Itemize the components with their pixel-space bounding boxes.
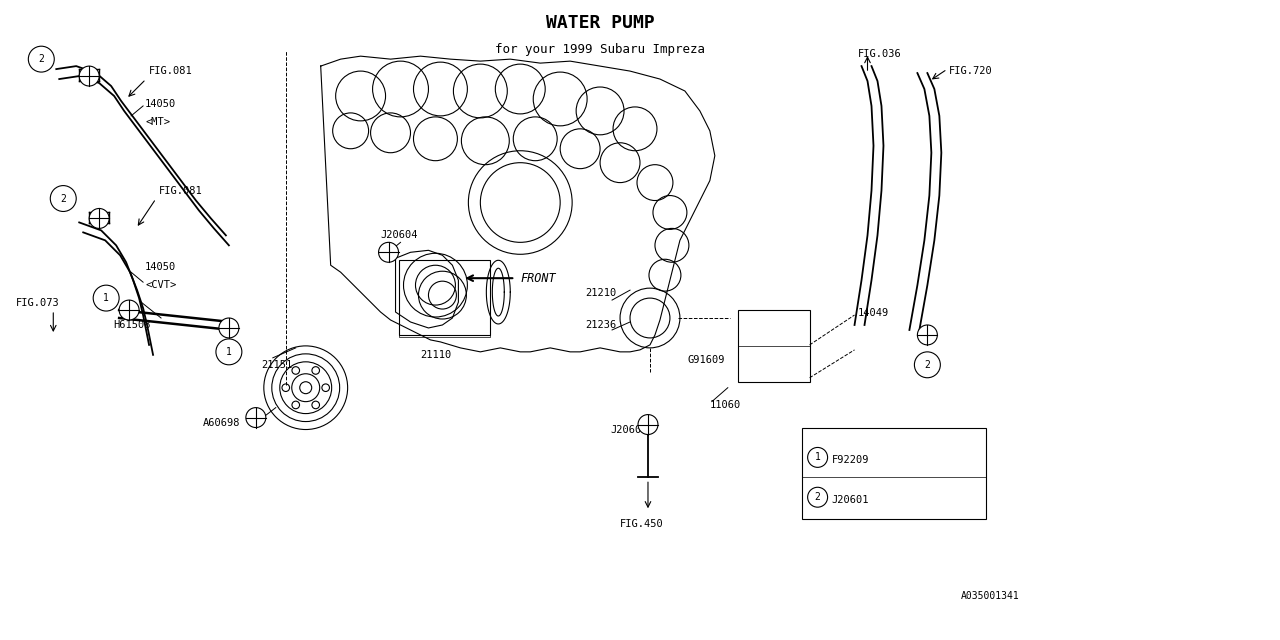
Text: G91609: G91609 [687,355,726,365]
Text: FRONT: FRONT [520,272,556,285]
Text: 21236: 21236 [585,320,617,330]
Text: FIG.081: FIG.081 [148,66,193,76]
Circle shape [246,408,266,428]
Bar [398,335,490,337]
Circle shape [28,46,54,72]
Circle shape [219,318,239,338]
Circle shape [79,66,99,86]
Text: WATER PUMP: WATER PUMP [545,14,654,32]
Text: 21110: 21110 [420,350,452,360]
Circle shape [637,415,658,435]
Bar [801,428,987,519]
Text: FIG.720: FIG.720 [950,66,993,76]
Text: J20604: J20604 [380,230,419,241]
Text: 21151: 21151 [261,360,292,370]
Text: J20601: J20601 [832,495,869,505]
Text: for your 1999 Subaru Impreza: for your 1999 Subaru Impreza [495,43,705,56]
Circle shape [216,339,242,365]
Text: F92209: F92209 [832,456,869,465]
Bar [398,260,490,335]
Text: J20604: J20604 [611,424,648,435]
Text: <CVT>: <CVT> [145,280,177,290]
Bar [737,310,810,381]
Text: 2: 2 [38,54,45,64]
Circle shape [119,300,140,320]
Text: FIG.450: FIG.450 [620,519,664,529]
Circle shape [808,487,828,507]
Text: FIG.073: FIG.073 [17,298,60,308]
Text: A60698: A60698 [204,417,241,428]
Text: 11060: 11060 [710,399,741,410]
Circle shape [918,325,937,345]
Circle shape [914,352,941,378]
Text: 21210: 21210 [585,288,617,298]
Text: FIG.081: FIG.081 [159,186,202,196]
Circle shape [93,285,119,311]
Text: <MT>: <MT> [145,117,170,127]
Text: 2: 2 [60,193,67,204]
Text: 14050: 14050 [145,262,177,272]
Text: A035001341: A035001341 [961,591,1020,601]
Text: 2: 2 [924,360,931,370]
Text: 2: 2 [814,492,820,502]
Text: FIG.036: FIG.036 [858,49,901,59]
Circle shape [90,209,109,228]
Text: 14050: 14050 [145,99,177,109]
Text: 1: 1 [814,452,820,463]
Text: 1: 1 [227,347,232,357]
Text: 1: 1 [104,293,109,303]
Text: 14049: 14049 [858,308,888,318]
Circle shape [50,186,77,211]
Circle shape [808,447,828,467]
Text: H61508: H61508 [113,320,151,330]
Circle shape [379,243,398,262]
